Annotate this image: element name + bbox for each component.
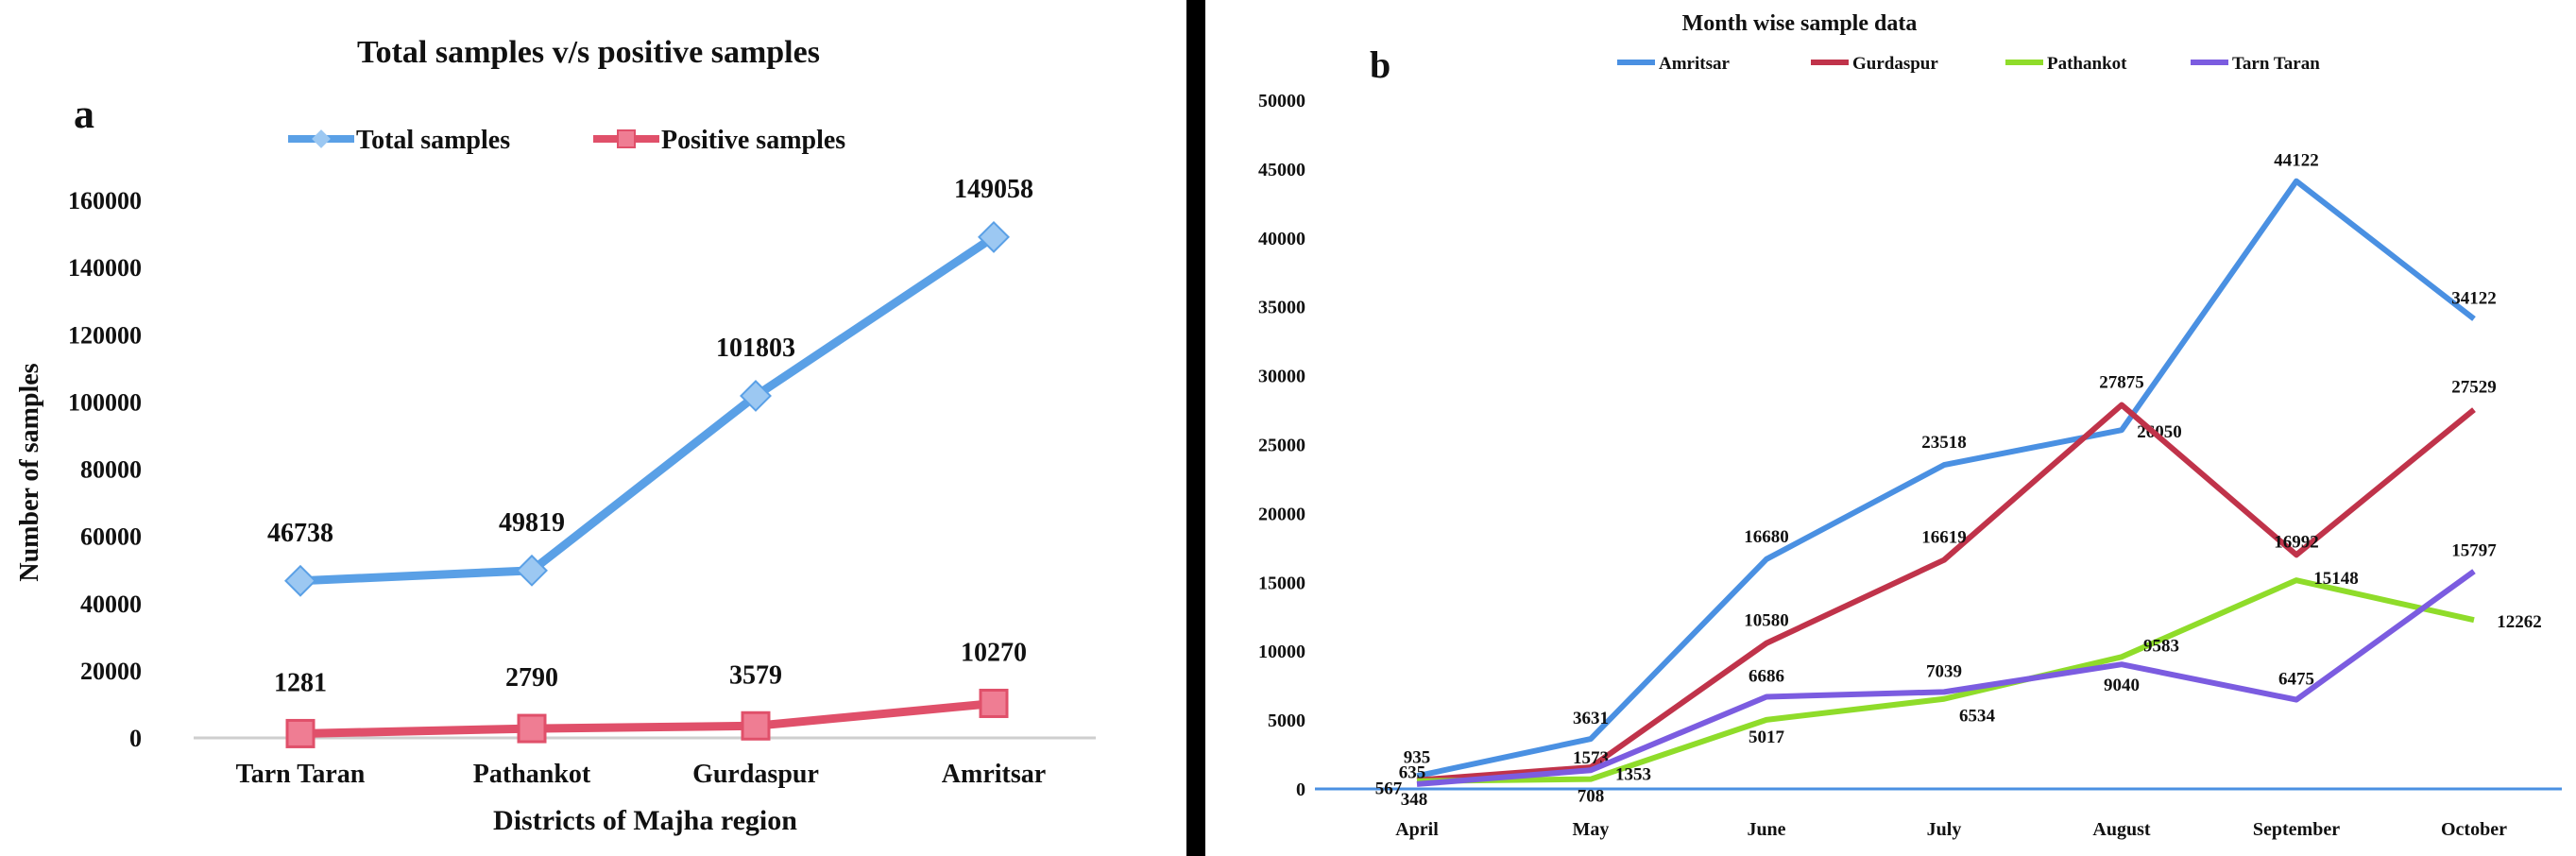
data-label: 49819 bbox=[499, 508, 565, 538]
data-label: 12262 bbox=[2497, 612, 2542, 632]
y-tick-label: 160000 bbox=[68, 187, 142, 214]
data-point bbox=[516, 554, 548, 587]
y-tick-label: 60000 bbox=[80, 523, 142, 551]
data-label: 101803 bbox=[716, 334, 795, 363]
data-point bbox=[284, 564, 316, 597]
data-label: 935 bbox=[1404, 747, 1431, 767]
data-label: 44122 bbox=[2274, 151, 2319, 171]
data-label: 15148 bbox=[2313, 569, 2359, 589]
series-line-total-samples bbox=[299, 233, 997, 586]
panel-divider bbox=[1186, 0, 1205, 856]
data-label: 16619 bbox=[1921, 528, 1967, 548]
series-line-positive-samples bbox=[299, 698, 995, 738]
data-label: 10580 bbox=[1744, 611, 1789, 631]
series-line-tarn-taran bbox=[1416, 569, 2476, 787]
data-point bbox=[740, 379, 772, 412]
y-tick-label: 40000 bbox=[1258, 229, 1305, 249]
x-tick-label: Amritsar bbox=[942, 760, 1046, 789]
data-label: 7039 bbox=[1926, 661, 1962, 681]
data-label: 6686 bbox=[1749, 667, 1784, 687]
chart-b-legend: Amritsar Gurdaspur Pathankot Tarn Taran bbox=[1617, 54, 2320, 74]
data-label: 27529 bbox=[2451, 378, 2497, 398]
panel-label-b: b bbox=[1370, 43, 1390, 86]
panel-b-chart: Month wise sample data b Amritsar Gurdasp… bbox=[1258, 11, 2562, 840]
y-tick-label: 20000 bbox=[1258, 504, 1305, 524]
data-label: 149058 bbox=[954, 175, 1033, 204]
y-tick-label: 120000 bbox=[68, 321, 142, 349]
data-label: 46738 bbox=[267, 519, 333, 548]
legend-positive-square-icon bbox=[617, 129, 636, 148]
chart-a-legend: Total samples Positive samples bbox=[288, 126, 845, 155]
y-tick-label: 25000 bbox=[1258, 436, 1305, 456]
series-line-amritsar bbox=[1416, 178, 2476, 779]
data-label: 15797 bbox=[2451, 541, 2497, 561]
data-label: 1573 bbox=[1573, 748, 1609, 768]
x-tick-label: May bbox=[1573, 819, 1610, 840]
x-tick-label: September bbox=[2253, 819, 2340, 840]
data-label: 3631 bbox=[1573, 709, 1609, 728]
y-tick-label: 15000 bbox=[1258, 573, 1305, 593]
data-label: 16680 bbox=[1744, 527, 1789, 547]
data-point bbox=[741, 710, 771, 741]
chart-a-xlabel: Districts of Majha region bbox=[493, 805, 797, 836]
y-tick-label: 30000 bbox=[1258, 367, 1305, 387]
data-label: 9583 bbox=[2143, 636, 2179, 656]
y-tick-label: 80000 bbox=[80, 456, 142, 484]
data-point bbox=[978, 220, 1010, 253]
data-label: 708 bbox=[1578, 787, 1605, 807]
legend-label-amritsar: Amritsar bbox=[1659, 54, 1730, 74]
data-label: 6534 bbox=[1959, 707, 1996, 727]
y-tick-label: 5000 bbox=[1268, 710, 1305, 731]
data-label: 10270 bbox=[961, 638, 1027, 667]
y-tick-label: 50000 bbox=[1258, 91, 1305, 111]
y-tick-label: 45000 bbox=[1258, 160, 1305, 180]
data-label: 9040 bbox=[2104, 676, 2140, 695]
y-tick-label: 100000 bbox=[68, 388, 142, 416]
data-label: 3579 bbox=[729, 660, 782, 690]
y-tick-label: 40000 bbox=[80, 591, 142, 618]
data-label: 2790 bbox=[505, 663, 558, 693]
data-point bbox=[517, 713, 547, 744]
x-tick-label: July bbox=[1927, 819, 1962, 840]
data-point bbox=[285, 718, 316, 748]
x-tick-label: Gurdaspur bbox=[692, 760, 819, 789]
data-label: 1353 bbox=[1615, 764, 1651, 784]
chart-a-title: Total samples v/s positive samples bbox=[357, 35, 820, 70]
data-label: 27875 bbox=[2099, 373, 2144, 393]
data-label: 635 bbox=[1399, 763, 1426, 783]
legend-positive-label: Positive samples bbox=[661, 126, 845, 155]
y-tick-label: 10000 bbox=[1258, 642, 1305, 662]
x-tick-label: Tarn Taran bbox=[236, 760, 366, 789]
y-tick-label: 0 bbox=[1296, 779, 1305, 800]
data-point bbox=[979, 688, 1009, 718]
chart-a-ylabel: Number of samples bbox=[15, 363, 44, 581]
legend-total-diamond-icon bbox=[312, 129, 331, 148]
data-label: 1281 bbox=[274, 668, 327, 697]
legend-total-label: Total samples bbox=[356, 126, 510, 155]
series-line-pathankot bbox=[1416, 577, 2475, 784]
panel-a-chart: Total samples v/s positive samples a Num… bbox=[15, 35, 1096, 836]
x-tick-label: August bbox=[2092, 819, 2150, 840]
x-tick-label: Pathankot bbox=[473, 760, 591, 789]
data-label: 567 bbox=[1375, 779, 1403, 799]
panel-label-a: a bbox=[74, 91, 94, 137]
legend-label-gurdaspur: Gurdaspur bbox=[1852, 54, 1938, 74]
data-label: 6475 bbox=[2278, 670, 2314, 690]
x-tick-label: April bbox=[1395, 819, 1439, 840]
y-tick-label: 140000 bbox=[68, 254, 142, 282]
data-label: 5017 bbox=[1749, 728, 1785, 747]
y-tick-label: 35000 bbox=[1258, 298, 1305, 318]
chart-b-title: Month wise sample data bbox=[1682, 11, 1918, 36]
x-tick-label: June bbox=[1747, 819, 1785, 840]
y-tick-label: 0 bbox=[129, 725, 142, 752]
legend-label-tarn-taran: Tarn Taran bbox=[2232, 54, 2320, 74]
data-label: 16992 bbox=[2274, 532, 2319, 552]
data-label: 23518 bbox=[1921, 433, 1967, 453]
data-label: 348 bbox=[1401, 790, 1428, 810]
legend-label-pathankot: Pathankot bbox=[2047, 54, 2127, 74]
data-label: 34122 bbox=[2451, 289, 2497, 309]
x-tick-label: October bbox=[2441, 819, 2507, 840]
y-tick-label: 20000 bbox=[80, 658, 142, 685]
